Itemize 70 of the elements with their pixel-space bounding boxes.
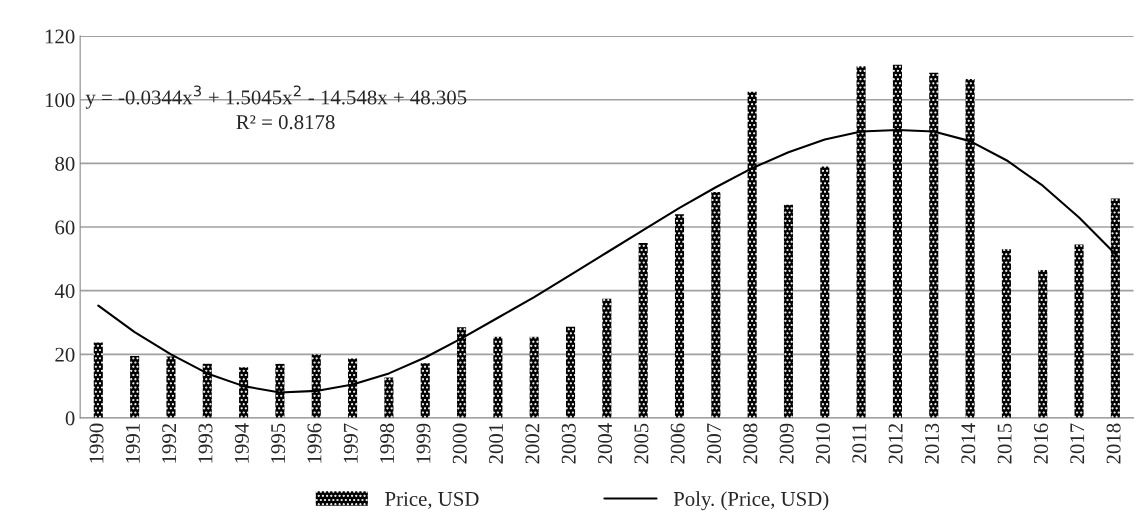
bar	[602, 298, 612, 418]
legend-label: Poly. (Price, USD)	[673, 491, 829, 511]
bar	[420, 363, 430, 418]
bar	[384, 377, 394, 418]
y-tick-label: 60	[55, 220, 75, 235]
bar	[747, 91, 757, 418]
bar	[202, 363, 212, 418]
annotation: y = -0.0344x$^{3}$ + 1.5045x$^{2}$ - 14.548x + 48.305	[85, 85, 467, 109]
x-tick-label: 2006	[670, 423, 685, 464]
bar	[674, 214, 685, 418]
x-tick-label: 1990	[89, 423, 104, 463]
bar	[348, 358, 358, 418]
bar	[565, 326, 576, 418]
x-tick-label: 2017	[1070, 423, 1085, 464]
bar	[856, 66, 866, 418]
bar	[457, 327, 467, 418]
x-tick-label: 2016	[1033, 423, 1048, 464]
x-tick-label: 2011	[852, 424, 867, 463]
x-tick-label: 2008	[743, 423, 758, 464]
bar	[965, 79, 975, 418]
bar	[166, 356, 176, 418]
bar	[783, 204, 794, 418]
bar	[638, 242, 648, 418]
bar	[711, 192, 721, 418]
bar	[1110, 198, 1120, 418]
y-tick-label: 0	[65, 411, 75, 426]
y-tick-label: 20	[55, 347, 75, 362]
y-tick-label: 40	[54, 284, 75, 299]
x-tick-label: 1999	[416, 423, 431, 463]
x-tick-label: 1998	[380, 423, 395, 463]
bar	[1038, 270, 1048, 418]
x-tick-label: 2001	[489, 424, 504, 464]
x-tick-label: 1993	[198, 423, 213, 463]
bar	[1074, 244, 1084, 418]
x-tick-label: 1992	[162, 423, 177, 463]
line-series	[97, 128, 1117, 394]
bar	[892, 64, 902, 418]
x-tick-label: 2018	[1106, 423, 1121, 464]
y-tick-label: 100	[45, 93, 75, 108]
x-tick-label: 2002	[525, 423, 540, 464]
x-tick-label: 2005	[634, 423, 649, 464]
x-tick-label: 2013	[924, 423, 939, 464]
x-tick-label: 2015	[997, 423, 1012, 464]
x-tick-label: 2000	[452, 423, 467, 464]
x-tick-label: 2014	[961, 423, 976, 464]
x-tick-label: 2010	[815, 423, 831, 464]
bar	[275, 363, 285, 418]
y-tick-label: 80	[55, 156, 75, 171]
bar	[529, 336, 539, 418]
bar	[130, 355, 140, 418]
bar	[493, 336, 503, 418]
y-tick-label: 120	[45, 29, 75, 44]
bar	[239, 367, 249, 418]
x-tick-label: 1997	[343, 423, 358, 463]
annotation: R² = 0.8178	[236, 115, 335, 130]
bar	[93, 342, 103, 418]
bar	[820, 166, 830, 418]
x-tick-label: 1996	[307, 423, 322, 463]
x-tick-label: 1994	[234, 423, 249, 463]
x-tick-label: 2012	[888, 423, 903, 464]
x-tick-label: 2007	[706, 423, 722, 464]
bar	[929, 72, 939, 418]
legend-label: Price, USD	[385, 491, 479, 509]
x-tick-label: 1995	[271, 423, 286, 463]
x-tick-label: 2004	[598, 423, 613, 464]
bar	[1001, 249, 1011, 418]
bar	[311, 354, 321, 418]
x-tick-label: 1991	[125, 424, 140, 463]
x-tick-label: 2009	[779, 423, 794, 464]
x-tick-label: 2003	[561, 423, 576, 464]
